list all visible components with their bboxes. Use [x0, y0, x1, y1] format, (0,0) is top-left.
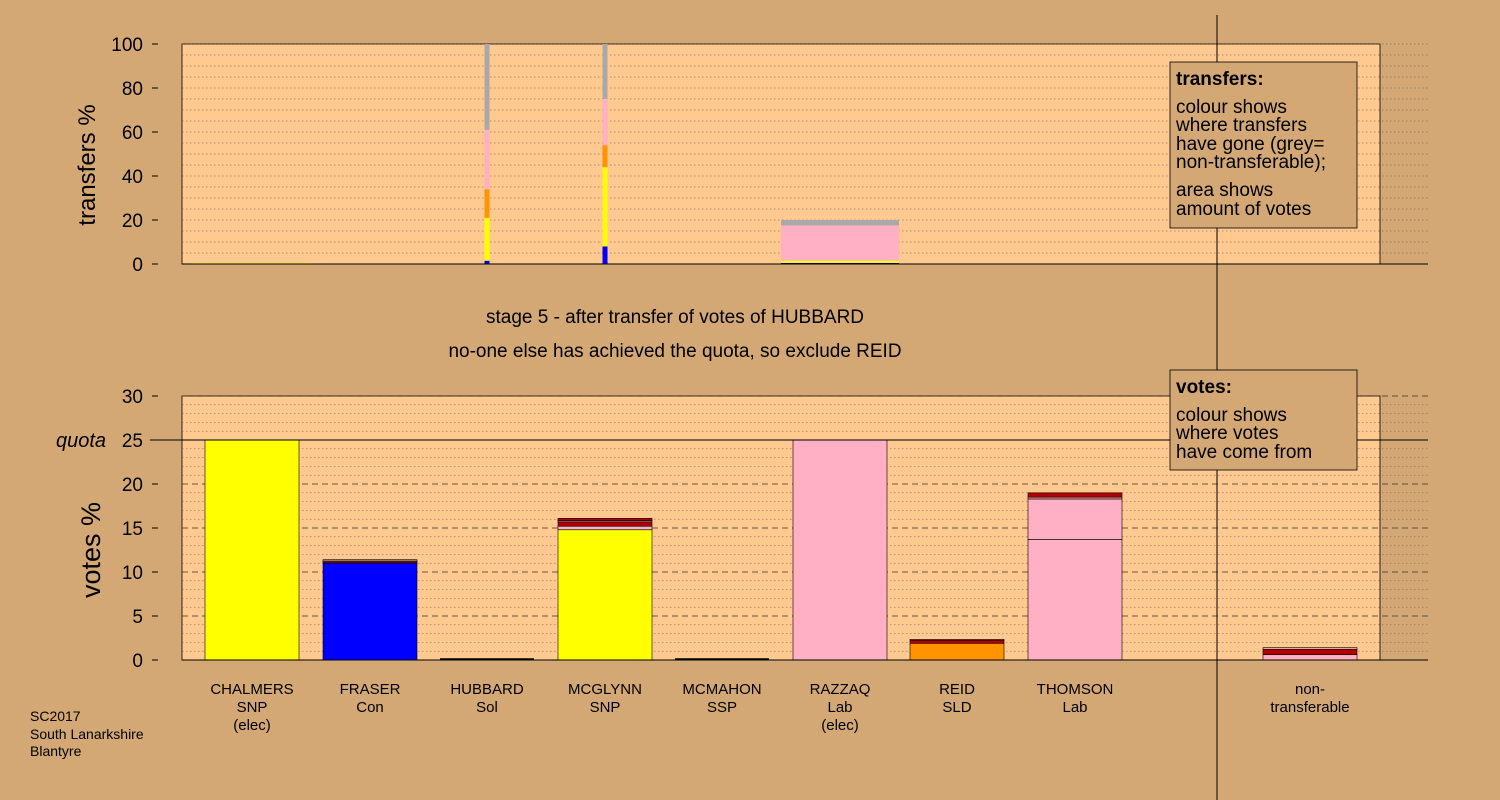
- transfers-legend-line: have gone (grey=: [1176, 134, 1324, 155]
- transfers-bar-segment: [781, 220, 899, 226]
- transfers-legend-heading: transfers:: [1176, 69, 1264, 90]
- transfers-bar-segment: [484, 44, 490, 130]
- stage-status: no-one else has achieved the quota, so e…: [448, 341, 901, 362]
- votes-bar-segment: [557, 529, 653, 661]
- footer-line: Blantyre: [30, 743, 82, 759]
- transfers-legend-line: area shows: [1176, 180, 1273, 201]
- transfers-y-tick-label: 40: [122, 167, 143, 188]
- votes-y-ticks: 0 5 10 15 20 25 30: [122, 387, 158, 672]
- transfers-legend-line: where transfers: [1175, 115, 1307, 136]
- votes-y-tick-label: 15: [122, 519, 143, 540]
- votes-bar-segment: [1262, 647, 1358, 650]
- transfers-bar-segment: [484, 189, 490, 218]
- quota-label: quota: [56, 430, 106, 452]
- votes-x-tick-label: transferable: [1270, 699, 1349, 716]
- transfers-y-tick-label: 60: [122, 123, 143, 144]
- votes-y-tick-label: 5: [132, 607, 143, 628]
- transfers-bars: [193, 44, 899, 264]
- votes-bar-segment: [1262, 649, 1358, 656]
- votes-x-tick-label: (elec): [821, 717, 859, 734]
- votes-bar-segment: [792, 439, 888, 661]
- votes-y-tick-label: 0: [132, 651, 143, 672]
- votes-x-tick-label: SNP: [590, 699, 621, 716]
- votes-x-tick-label: THOMSON: [1037, 681, 1114, 698]
- votes-y-tick-label: 20: [122, 475, 143, 496]
- votes-bar-segment: [322, 559, 418, 562]
- votes-x-tick-label: Con: [356, 699, 384, 716]
- votes-y-tick-label: 10: [122, 563, 143, 584]
- transfers-bar-segment: [602, 99, 608, 146]
- votes-x-tick-label: Lab: [827, 699, 852, 716]
- transfers-legend-line: colour shows: [1176, 97, 1287, 118]
- votes-x-tick-label: SSP: [707, 699, 737, 716]
- votes-bar-segment: [1027, 492, 1123, 498]
- transfers-bar-segment: [602, 246, 608, 264]
- stage-title: stage 5 - after transfer of votes of HUB…: [486, 307, 864, 328]
- votes-x-tick-label: FRASER: [340, 681, 401, 698]
- votes-bar-segment: [557, 521, 653, 527]
- votes-bar-segment: [322, 562, 418, 661]
- transfers-legend-box: [1169, 61, 1358, 229]
- votes-x-tick-label: (elec): [233, 717, 271, 734]
- votes-x-labels: CHALMERSSNP(elec)FRASERConHUBBARDSolMCGL…: [210, 681, 1349, 734]
- transfers-y-tick-label: 20: [122, 211, 143, 232]
- votes-legend-line: have come from: [1176, 442, 1312, 463]
- votes-x-tick-label: Lab: [1062, 699, 1087, 716]
- votes-bar-segment: [1027, 539, 1123, 661]
- votes-bar-segment: [909, 639, 1005, 644]
- votes-bar-segment: [1262, 654, 1358, 661]
- votes-x-tick-label: MCGLYNN: [568, 681, 642, 698]
- votes-bar-segment: [909, 642, 1005, 661]
- votes-bar-segment: [557, 518, 653, 521]
- votes-x-tick-label: CHALMERS: [210, 681, 293, 698]
- transfers-bar-segment: [602, 167, 608, 247]
- transfers-legend-line: non-transferable);: [1176, 152, 1326, 173]
- transfers-y-tick-label: 100: [111, 35, 143, 56]
- votes-legend-line: where votes: [1175, 423, 1278, 444]
- votes-legend: votes: colour shows where votes have com…: [1169, 369, 1358, 471]
- transfers-legend-line: amount of votes: [1176, 199, 1311, 220]
- votes-x-tick-label: REID: [939, 681, 975, 698]
- transfers-bar-segment: [484, 129, 490, 190]
- votes-bar-segment: [557, 525, 653, 531]
- transfers-bar-segment: [602, 44, 608, 99]
- transfers-bar-segment: [484, 260, 490, 264]
- votes-legend-box: [1169, 369, 1358, 471]
- transfers-bar-segment: [602, 145, 608, 168]
- votes-bar-segment: [204, 439, 300, 661]
- votes-x-tick-label: SNP: [237, 699, 268, 716]
- transfers-bar-segment: [484, 217, 490, 261]
- transfers-legend: transfers: colour shows where transfers …: [1169, 61, 1358, 229]
- votes-x-tick-label: MCMAHON: [682, 681, 761, 698]
- votes-x-tick-label: non-: [1295, 681, 1325, 698]
- transfers-bar-segment: [781, 260, 899, 263]
- transfers-bar-segment: [781, 225, 899, 261]
- votes-y-axis-label: votes %: [76, 502, 106, 598]
- votes-x-tick-label: HUBBARD: [450, 681, 524, 698]
- votes-y-tick-label: 25: [122, 431, 143, 452]
- votes-bar-segment: [1027, 498, 1123, 540]
- footer-line: SC2017: [30, 708, 81, 724]
- footer-line: South Lanarkshire: [30, 726, 144, 742]
- votes-bars: [204, 439, 1358, 661]
- transfers-bar-segment: [781, 262, 899, 264]
- votes-y-tick-label: 30: [122, 387, 143, 408]
- votes-x-tick-label: RAZZAQ: [810, 681, 871, 698]
- transfers-y-ticks: 0 20 40 60 80 100: [111, 35, 158, 276]
- votes-x-tick-label: SLD: [942, 699, 971, 716]
- votes-x-tick-label: Sol: [476, 699, 498, 716]
- votes-bar-segment: [909, 639, 1005, 641]
- votes-legend-heading: votes:: [1176, 377, 1232, 398]
- transfers-y-tick-label: 80: [122, 79, 143, 100]
- transfers-y-tick-label: 0: [132, 255, 143, 276]
- votes-legend-line: colour shows: [1176, 405, 1287, 426]
- transfers-y-axis-label: transfers %: [74, 104, 101, 225]
